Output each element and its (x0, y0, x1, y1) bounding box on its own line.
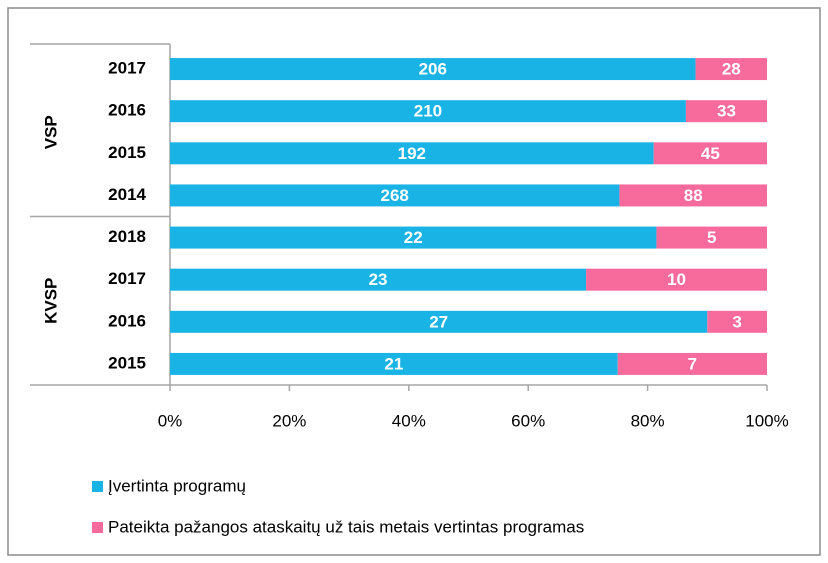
y-tick-label: 2017 (108, 269, 146, 288)
x-tick-label: 80% (631, 411, 665, 430)
data-label: 22 (404, 228, 423, 247)
legend-swatch (92, 522, 103, 533)
data-label: 268 (381, 186, 409, 205)
y-tick-label: 2015 (108, 353, 146, 372)
y-tick-label: 2017 (108, 59, 146, 78)
x-tick-label: 20% (272, 411, 306, 430)
x-tick-label: 0% (158, 411, 183, 430)
data-label: 28 (722, 60, 741, 79)
bar-segment (695, 58, 767, 81)
data-label: 10 (667, 270, 686, 289)
bar-segment (170, 310, 708, 333)
x-tick-label: 40% (392, 411, 426, 430)
bar-segment (617, 352, 767, 375)
data-label: 33 (717, 102, 736, 121)
legend-label: Pateikta pažangos ataskaitų už tais meta… (108, 517, 584, 536)
legend-swatch (92, 481, 103, 492)
y-tick-label: 2016 (108, 311, 146, 330)
data-label: 3 (732, 312, 741, 331)
data-label: 27 (429, 312, 448, 331)
bar-segment (170, 226, 657, 249)
bar-segment (707, 310, 767, 333)
y-tick-label: 2014 (108, 185, 146, 204)
legend-label: Įvertinta programų (108, 476, 246, 495)
bar-segment (685, 100, 767, 123)
bar-segment (170, 268, 587, 291)
data-label: 206 (419, 60, 447, 79)
data-label: 88 (684, 186, 703, 205)
bar-segment (170, 142, 654, 165)
bar-segment (619, 184, 767, 207)
bar-segment (656, 226, 767, 249)
data-label: 5 (707, 228, 716, 247)
data-label: 7 (688, 354, 697, 373)
bar-segment (653, 142, 767, 165)
bar-segment (170, 100, 686, 123)
group-label: KVSP (41, 278, 60, 324)
y-tick-label: 2016 (108, 101, 146, 120)
x-tick-label: 60% (511, 411, 545, 430)
data-label: 45 (701, 144, 720, 163)
group-label: VSP (41, 115, 60, 149)
bar-segment (170, 352, 618, 375)
y-tick-label: 2015 (108, 143, 146, 162)
bar-segment (170, 184, 620, 207)
bar-segment (586, 268, 767, 291)
data-label: 21 (384, 354, 403, 373)
y-tick-label: 2018 (108, 227, 146, 246)
bar-segment (170, 58, 696, 81)
data-label: 23 (369, 270, 388, 289)
data-label: 192 (398, 144, 426, 163)
x-tick-label: 100% (745, 411, 788, 430)
data-label: 210 (414, 102, 442, 121)
